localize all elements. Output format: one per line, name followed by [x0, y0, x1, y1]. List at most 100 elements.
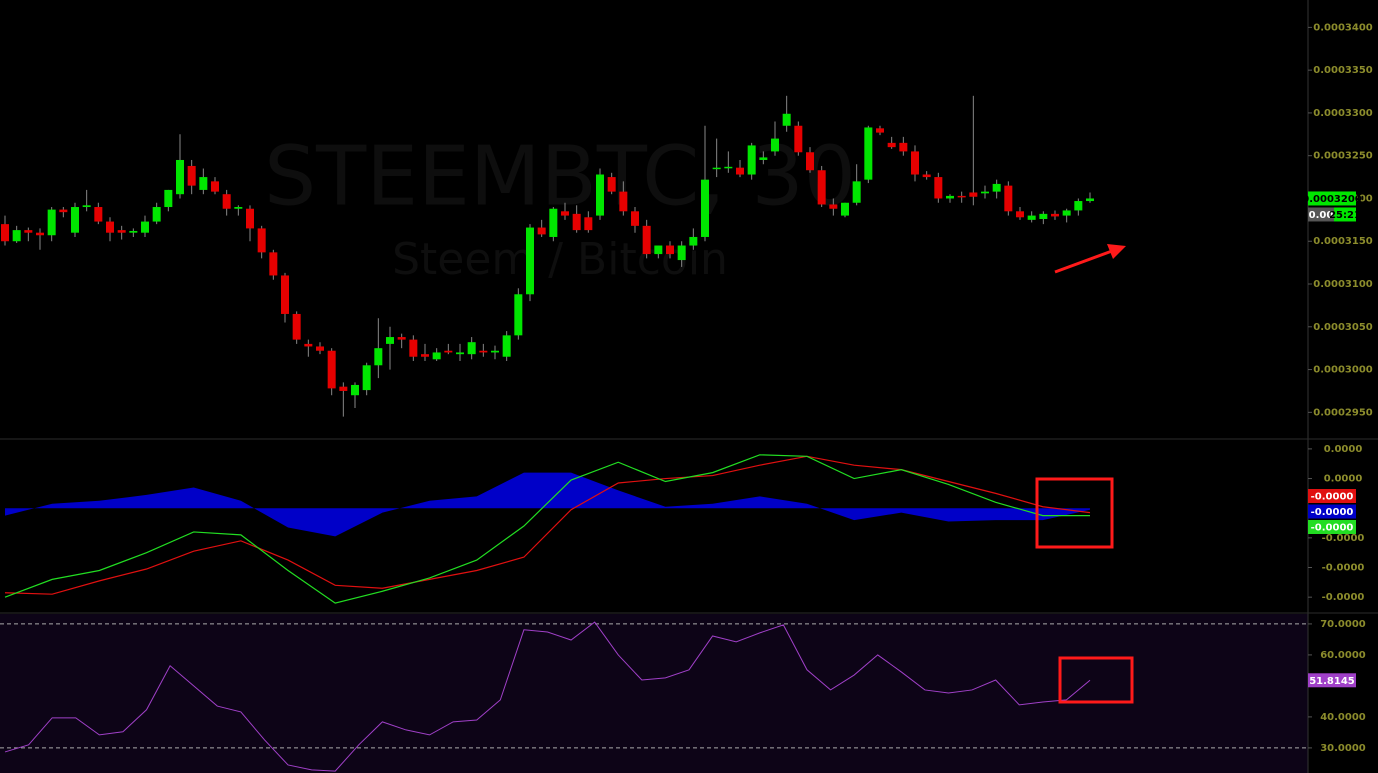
y-tick-label: -0.0000: [1322, 533, 1365, 544]
candle-body: [94, 207, 103, 222]
candle-body: [911, 151, 919, 175]
candle-body: [887, 142, 896, 148]
value-badge-label: -0.0000: [1311, 507, 1354, 518]
candle-body: [222, 194, 231, 209]
candle-body: [736, 167, 744, 175]
candle-body: [71, 207, 79, 233]
plot-layer: 0.0003400 0.0003350 0.0003300 0.0003250 0.00…: [0, 22, 1373, 772]
y-tick-label: 0.0003100: [1313, 279, 1373, 290]
candle-body: [1027, 215, 1036, 220]
candle-body: [806, 152, 814, 171]
value-badge: [1308, 673, 1356, 688]
candle-body: [934, 177, 943, 199]
value-badge-label: 51.8145: [1309, 676, 1355, 687]
y-tick-label: 0.0003400: [1313, 22, 1373, 33]
candle-body: [782, 113, 791, 126]
candle-body: [607, 177, 616, 192]
arrow-head: [1107, 244, 1126, 259]
candle-body: [957, 195, 966, 198]
candle-body: [537, 227, 546, 235]
value-badge: [1308, 191, 1356, 206]
candle-body: [117, 230, 126, 233]
y-tick-label: 0.0003000: [1313, 365, 1373, 376]
candle-body: [1074, 201, 1083, 211]
candle-body: [666, 245, 674, 255]
candle-body: [12, 230, 21, 242]
y-tick-label: 0.0003050: [1313, 322, 1373, 333]
value-badge: [1308, 504, 1356, 519]
candle-body: [619, 191, 628, 212]
candle-body: [654, 245, 663, 255]
candle-body: [47, 209, 56, 236]
candle-body: [432, 352, 441, 360]
candle-body: [631, 211, 639, 226]
candle-body: [397, 337, 406, 340]
candle-body: [456, 352, 464, 355]
candle-body: [759, 157, 768, 160]
candle-body: [992, 183, 1001, 192]
y-tick-label: 0.0000: [1324, 444, 1363, 455]
candle-body: [444, 350, 453, 353]
candle-body: [1016, 211, 1024, 218]
rsi-pane-background: [0, 614, 1308, 773]
candle-body: [572, 213, 581, 231]
candle-body: [409, 339, 418, 357]
candle-body: [1062, 210, 1071, 216]
candle-body: [841, 202, 849, 216]
candle-body: [724, 166, 733, 169]
candle-body: [421, 354, 429, 357]
candle-body: [561, 211, 569, 216]
candle-body: [316, 346, 324, 351]
watermark-title: STEEMBTC, 30: [264, 129, 856, 224]
candle-body: [199, 177, 208, 190]
candle-body: [981, 191, 989, 194]
candle-body: [817, 170, 826, 205]
candle-body: [351, 384, 359, 396]
y-tick-label: -0.0000: [1322, 563, 1365, 574]
value-badge-label: 0.0003200: [1302, 194, 1362, 205]
candle-body: [327, 350, 336, 389]
candle-body: [946, 195, 954, 199]
y-tick-label: 0.0003150: [1313, 236, 1373, 247]
candle-body: [747, 145, 756, 175]
candle-body: [176, 159, 184, 195]
y-tick-label: 40.0000: [1320, 712, 1366, 723]
candle-body: [794, 125, 803, 153]
candle-body: [339, 386, 348, 391]
candle-body: [24, 230, 33, 233]
candle-body: [584, 217, 593, 231]
candle-body: [852, 181, 861, 203]
candle-body: [689, 236, 698, 246]
value-badge-label: -0.0000: [1311, 492, 1354, 503]
candle-body: [712, 167, 721, 170]
value-badge: [1308, 489, 1356, 503]
highlight-box: [1035, 477, 1114, 549]
candle-body: [211, 181, 219, 192]
y-tick-label: 70.0000: [1320, 619, 1366, 630]
candle-body: [514, 294, 523, 336]
candle-body: [269, 252, 278, 276]
candle-body: [164, 189, 173, 208]
candle-body: [246, 208, 254, 229]
candle-body: [152, 207, 161, 222]
candle-body: [1, 224, 9, 242]
candle-body: [1039, 213, 1048, 219]
candle-body: [969, 192, 978, 197]
candle-body: [386, 337, 394, 344]
candle-body: [1004, 185, 1013, 212]
value-badge-label: -0.0000: [1311, 523, 1354, 534]
candle-body: [771, 138, 779, 152]
highlight-box: [1058, 656, 1134, 704]
candle-body: [257, 228, 266, 253]
candle-body: [362, 365, 371, 391]
candle-body: [876, 128, 884, 133]
candle-body: [549, 208, 558, 237]
candle-body: [292, 313, 301, 340]
candle-body: [234, 207, 243, 209]
candle-body: [59, 209, 68, 213]
y-tick-label: 30.0000: [1320, 743, 1366, 754]
value-badge: [1334, 207, 1356, 222]
candle-body: [642, 225, 651, 255]
candle-body: [864, 127, 873, 180]
